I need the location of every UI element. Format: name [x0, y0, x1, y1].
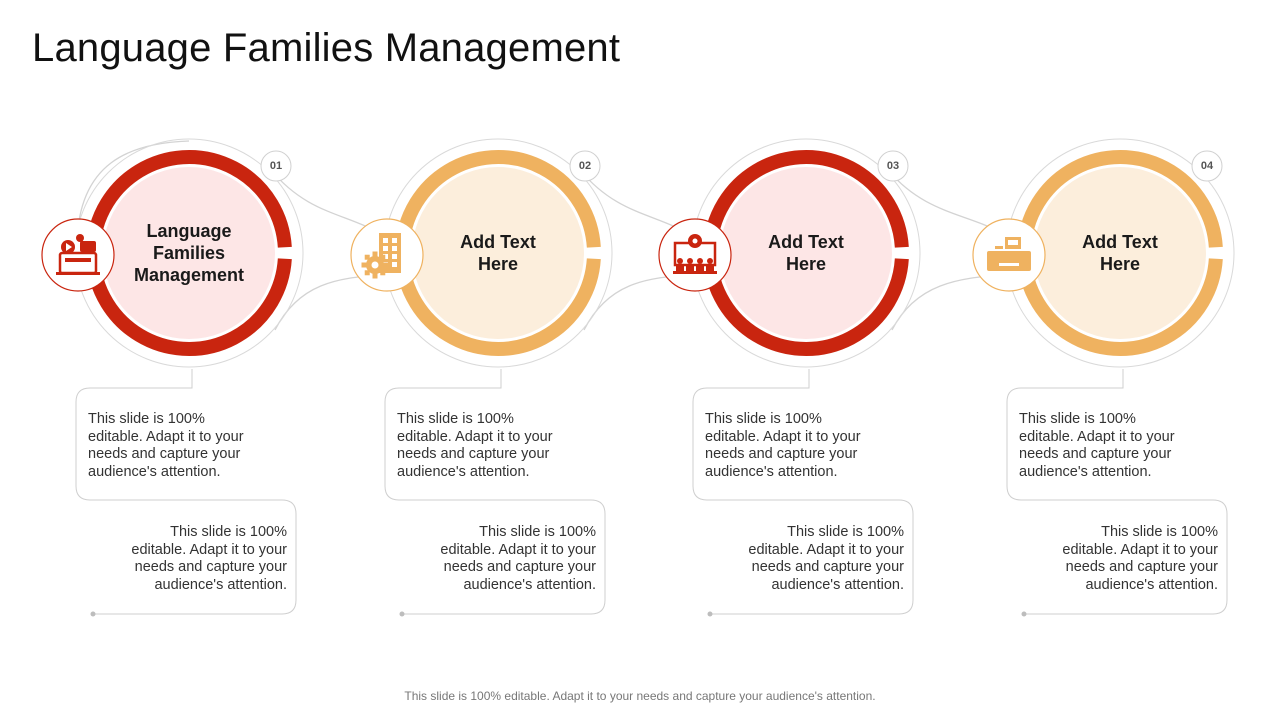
step-description-bottom: This slide is 100% editable. Adapt it to…	[1062, 524, 1218, 593]
icon-badge	[658, 218, 732, 292]
top-text-box	[1006, 369, 1124, 501]
step-description-top: This slide is 100% editable. Adapt it to…	[88, 411, 244, 480]
number-badge	[877, 150, 909, 182]
window	[392, 262, 397, 267]
step-description-top: This slide is 100% editable. Adapt it to…	[1019, 411, 1175, 480]
number-badge	[569, 150, 601, 182]
bottom-text-box	[1024, 499, 1228, 615]
person-head	[707, 258, 713, 264]
gear-tooth	[383, 262, 389, 268]
inner-circle	[412, 167, 584, 339]
number-badge	[1191, 150, 1223, 182]
step-number: 02	[578, 160, 592, 172]
box-end-dot	[707, 611, 713, 617]
window	[392, 246, 397, 251]
window	[383, 254, 388, 259]
person-body	[686, 265, 694, 271]
register-body	[987, 251, 1031, 271]
person-head	[687, 258, 693, 264]
receipt	[995, 246, 1003, 249]
top-text-box	[692, 369, 810, 501]
gear-badge-hole	[692, 238, 698, 244]
icon-badge	[41, 218, 115, 292]
number-badge	[260, 150, 292, 182]
top-text-box	[384, 369, 502, 501]
cash-register-icon	[987, 237, 1031, 271]
video-chat-computer-icon	[56, 234, 100, 275]
monitor-base	[56, 272, 100, 275]
display-screen	[1008, 240, 1018, 245]
footer-note: This slide is 100% editable. Adapt it to…	[404, 689, 876, 703]
presentation-team-icon	[673, 234, 717, 274]
gear-tooth	[361, 262, 367, 268]
step-description-bottom: This slide is 100% editable. Adapt it to…	[748, 524, 904, 593]
floor-line	[673, 271, 717, 274]
window	[392, 238, 397, 243]
step-number: 03	[886, 160, 900, 172]
drawer-line	[999, 263, 1019, 266]
box-end-dot	[90, 611, 96, 617]
step-label: Language Families Management	[133, 221, 245, 285]
step-node-01	[41, 138, 304, 617]
window	[383, 238, 388, 243]
building-gear-icon	[361, 233, 401, 279]
page-title: Language Families Management	[32, 26, 621, 70]
step-description-bottom: This slide is 100% editable. Adapt it to…	[440, 524, 596, 593]
box-end-dot	[399, 611, 405, 617]
step-description-top: This slide is 100% editable. Adapt it to…	[705, 411, 861, 480]
person-head	[677, 258, 683, 264]
gear-tooth	[372, 273, 378, 279]
step-description-top: This slide is 100% editable. Adapt it to…	[397, 411, 553, 480]
gear-tooth	[380, 270, 386, 276]
step-description-bottom: This slide is 100% editable. Adapt it to…	[131, 524, 287, 593]
bottom-text-box	[710, 499, 914, 615]
screen-bar	[65, 258, 91, 262]
phone-dot	[76, 234, 84, 242]
chat-bubble	[80, 241, 96, 252]
step-node-02	[350, 138, 613, 617]
step-node-03	[658, 138, 921, 617]
bottom-text-box	[93, 499, 297, 615]
top-text-box	[75, 369, 193, 501]
gear-tooth	[372, 251, 378, 257]
gear-tooth	[380, 254, 386, 260]
gear-tooth	[364, 254, 370, 260]
person-body	[696, 265, 704, 271]
person-body	[706, 265, 714, 271]
play-glyph	[66, 243, 72, 251]
gear-tooth	[364, 270, 370, 276]
person-head	[697, 258, 703, 264]
inner-circle	[1034, 167, 1206, 339]
step-number: 04	[1200, 160, 1214, 172]
box-end-dot	[1021, 611, 1027, 617]
gear-hole	[371, 261, 379, 269]
connector-start	[76, 140, 190, 244]
bottom-text-box	[402, 499, 606, 615]
step-label: Add Text Here	[768, 232, 844, 274]
inner-circle	[720, 167, 892, 339]
window	[392, 254, 397, 259]
step-node-04	[972, 138, 1235, 617]
window	[383, 246, 388, 251]
step-number: 01	[269, 160, 283, 172]
step-label: Add Text Here	[460, 232, 536, 274]
person-body	[676, 265, 684, 271]
inner-circle	[103, 167, 275, 339]
step-label: Add Text Here	[1082, 232, 1158, 274]
